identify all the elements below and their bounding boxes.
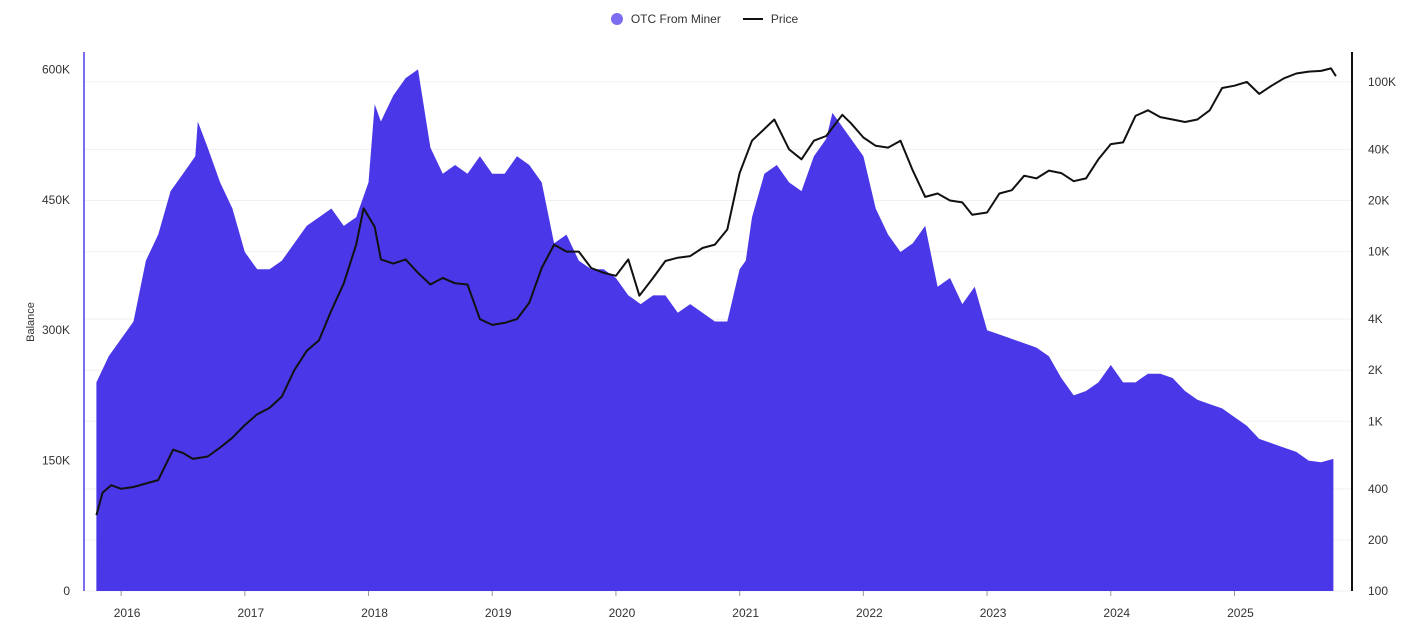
y-right-tick-label: 400: [1368, 482, 1388, 496]
y-right-tick-label: 4K: [1368, 312, 1383, 326]
y-axis-left: 0 150K 300K 450K 600K: [42, 62, 70, 598]
x-tick-label: 2017: [237, 606, 264, 620]
x-axis: 2016 2017 2018 2019 2020 2021 2022 2023 2024 2025: [114, 591, 1254, 620]
y-left-tick-label: 150K: [42, 454, 70, 468]
y-right-tick-label: 200: [1368, 533, 1388, 547]
y-left-tick-label: 600K: [42, 62, 70, 76]
legend-label-otc: OTC From Miner: [630, 12, 721, 26]
y-left-tick-label: 450K: [42, 193, 70, 207]
y-right-tick-label: 40K: [1368, 142, 1389, 156]
y-right-tick-label: 2K: [1368, 363, 1383, 377]
legend: OTC From Miner Price: [0, 12, 1409, 26]
legend-item-otc[interactable]: OTC From Miner: [610, 12, 721, 26]
legend-item-price[interactable]: Price: [742, 12, 799, 26]
x-tick-label: 2021: [732, 606, 759, 620]
x-tick-label: 2024: [1103, 606, 1130, 620]
x-tick-label: 2020: [609, 606, 636, 620]
legend-swatch-otc-icon: [610, 13, 623, 25]
y-axis-right: 100 200 400 1K 2K 4K 10K 20K 40K 100K: [1368, 75, 1396, 598]
price-line[interactable]: [95, 67, 1337, 516]
y-right-tick-label: 10K: [1368, 245, 1389, 259]
x-tick-label: 2016: [114, 606, 141, 620]
y-right-tick-label: 1K: [1368, 414, 1383, 428]
y-left-tick-label: 0: [63, 584, 70, 598]
x-tick-label: 2018: [361, 606, 388, 620]
y-left-tick-label: 300K: [42, 323, 70, 337]
y-right-tick-label: 20K: [1368, 194, 1389, 208]
y-right-tick-label: 100K: [1368, 75, 1396, 89]
otc-from-miner-area[interactable]: [96, 69, 1334, 591]
x-tick-label: 2022: [856, 606, 883, 620]
x-tick-label: 2025: [1227, 606, 1254, 620]
y-axis-title: Balance: [25, 302, 37, 342]
legend-label-price: Price: [770, 12, 799, 26]
x-tick-label: 2019: [485, 606, 512, 620]
legend-swatch-price-icon: [742, 18, 763, 20]
x-tick-label: 2023: [980, 606, 1007, 620]
y-right-tick-label: 100: [1368, 584, 1388, 598]
